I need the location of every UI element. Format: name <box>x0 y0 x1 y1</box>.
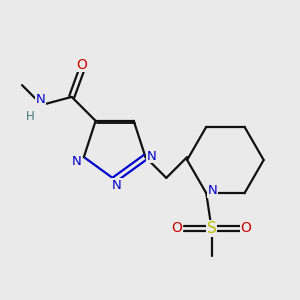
Text: O: O <box>76 58 87 72</box>
Text: S: S <box>207 221 216 236</box>
Text: N: N <box>72 155 81 168</box>
Text: N: N <box>112 179 122 192</box>
Text: H: H <box>26 110 35 123</box>
Text: N: N <box>35 92 45 106</box>
Text: O: O <box>241 221 251 236</box>
Text: N: N <box>146 150 156 163</box>
Text: N: N <box>207 184 217 197</box>
Text: O: O <box>172 221 182 236</box>
